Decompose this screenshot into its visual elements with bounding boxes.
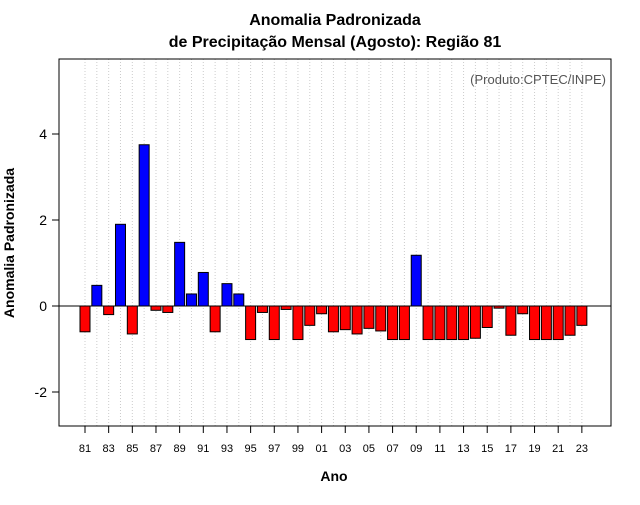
x-tick-label: 85 <box>126 443 138 455</box>
y-tick-label: -2 <box>35 384 48 400</box>
bar-2006 <box>375 305 387 332</box>
x-tick-label: 95 <box>244 443 256 455</box>
x-tick-label: 23 <box>576 443 588 455</box>
x-tick-label: 93 <box>221 443 233 455</box>
x-axis: 81 83 85 87 89 91 93 95 97 99 01 03 05 07 09 11 13 15 17 19… <box>79 426 588 455</box>
bar-1997 <box>268 305 280 341</box>
bar-1993 <box>221 283 233 307</box>
x-tick-label: 01 <box>315 443 327 455</box>
bar-2022 <box>564 305 576 336</box>
gridlines <box>84 59 583 426</box>
x-tick-label: 99 <box>292 443 304 455</box>
bar-2002 <box>327 305 339 333</box>
bar-1982 <box>91 284 103 307</box>
bar-2018 <box>517 305 529 315</box>
bar-2015 <box>481 305 493 328</box>
y-axis-title: Anomalia Padronizada <box>1 168 17 318</box>
plot-frame <box>58 58 612 427</box>
bar-1987 <box>150 305 162 311</box>
bar-2012 <box>446 305 458 341</box>
bar-2019 <box>529 305 541 341</box>
x-tick-label: 91 <box>197 443 209 455</box>
x-tick-label: 03 <box>339 443 351 455</box>
x-tick-label: 89 <box>174 443 186 455</box>
bar-2010 <box>422 305 434 341</box>
x-tick-label: 17 <box>505 443 517 455</box>
bar-2014 <box>469 305 481 339</box>
bar-1988 <box>162 305 174 313</box>
bar-2007 <box>387 305 399 341</box>
x-tick-label: 21 <box>552 443 564 455</box>
x-tick-label: 19 <box>528 443 540 455</box>
x-tick-label: 09 <box>410 443 422 455</box>
bar-2013 <box>458 305 470 341</box>
x-tick-label: 07 <box>386 443 398 455</box>
bar-1996 <box>256 305 268 313</box>
bar-2008 <box>398 305 410 341</box>
y-tick-label: 4 <box>39 126 47 142</box>
bar-1985 <box>126 305 138 335</box>
y-tick-label: 0 <box>39 298 47 314</box>
x-tick-label: 97 <box>268 443 280 455</box>
bar-2003 <box>339 305 351 331</box>
bar-1981 <box>79 305 91 333</box>
x-tick-label: 87 <box>150 443 162 455</box>
bar-2004 <box>351 305 363 335</box>
credit-label: (Produto:CPTEC/INPE) <box>470 72 606 87</box>
x-axis-title: Ano <box>320 468 347 484</box>
bar-1983 <box>103 305 115 316</box>
bar-2001 <box>316 305 328 315</box>
bar-1984 <box>114 223 126 307</box>
bar-1999 <box>292 305 304 341</box>
chart-title-line1: Anomalia Padronizada <box>249 12 421 29</box>
bar-2000 <box>304 305 316 326</box>
bar-1989 <box>174 241 186 307</box>
bar-1990 <box>185 293 197 307</box>
y-tick-label: 2 <box>39 212 47 228</box>
bar-1992 <box>209 305 221 333</box>
y-axis: -2 0 2 4 <box>35 126 59 400</box>
chart-title-line2: de Precipitação Mensal (Agosto): Região … <box>169 34 502 51</box>
bar-2021 <box>552 305 564 341</box>
x-tick-label: 11 <box>434 443 445 455</box>
x-tick-label: 15 <box>481 443 493 455</box>
bar-1994 <box>233 293 245 307</box>
bar-1991 <box>197 271 209 307</box>
bar-2016 <box>493 305 505 309</box>
bar-1995 <box>245 305 257 341</box>
bar-2005 <box>363 305 375 329</box>
x-tick-label: 05 <box>363 443 375 455</box>
bar-2017 <box>505 305 517 336</box>
x-tick-label: 81 <box>79 443 91 455</box>
x-tick-label: 13 <box>457 443 469 455</box>
bar-2009 <box>410 254 422 307</box>
bar-1998 <box>280 305 292 310</box>
bars <box>79 144 588 341</box>
bar-1986 <box>138 144 150 307</box>
bar-2011 <box>434 305 446 341</box>
bar-2023 <box>576 305 588 326</box>
x-tick-label: 83 <box>103 443 115 455</box>
bar-2020 <box>540 305 552 341</box>
